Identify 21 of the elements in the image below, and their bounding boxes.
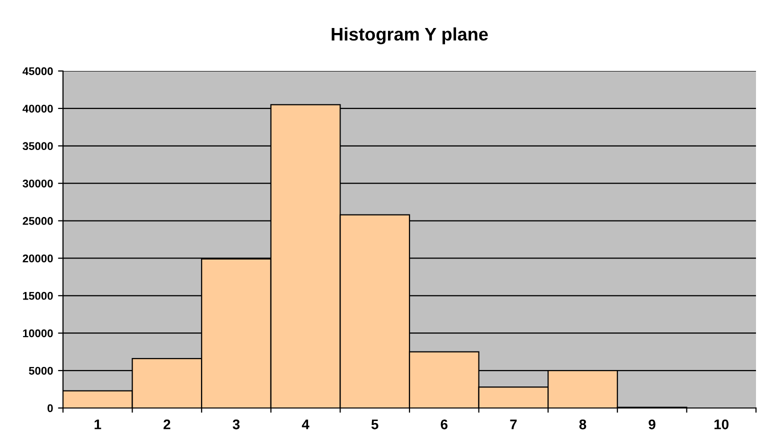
chart-title: Histogram Y plane [332, 27, 488, 44]
y-tick-label: 40000 [22, 104, 53, 113]
x-tick-label: 7 [510, 420, 517, 430]
y-tick-label: 0 [48, 404, 53, 412]
y-tick-label: 30000 [22, 180, 53, 188]
x-tick-label: 9 [648, 419, 656, 430]
y-tick-label: 25000 [22, 217, 53, 225]
x-tick-label: 1 [94, 420, 102, 430]
x-tick-label: 5 [371, 420, 378, 430]
x-tick-label: 2 [164, 419, 170, 430]
y-tick-label: 35000 [22, 142, 53, 150]
x-tick-label: 4 [302, 420, 310, 430]
x-tick-label: 3 [232, 419, 240, 430]
y-tick-label: 20000 [22, 254, 53, 262]
y-tick-label: 10000 [23, 329, 53, 338]
y-tick-label: 45000 [22, 67, 53, 76]
y-tick-label: 15000 [23, 292, 53, 300]
x-tick-label: 6 [440, 419, 448, 430]
x-tick-label: 10 [714, 419, 729, 430]
x-tick-label: 8 [579, 419, 586, 430]
y-tick-label: 5000 [28, 366, 53, 375]
